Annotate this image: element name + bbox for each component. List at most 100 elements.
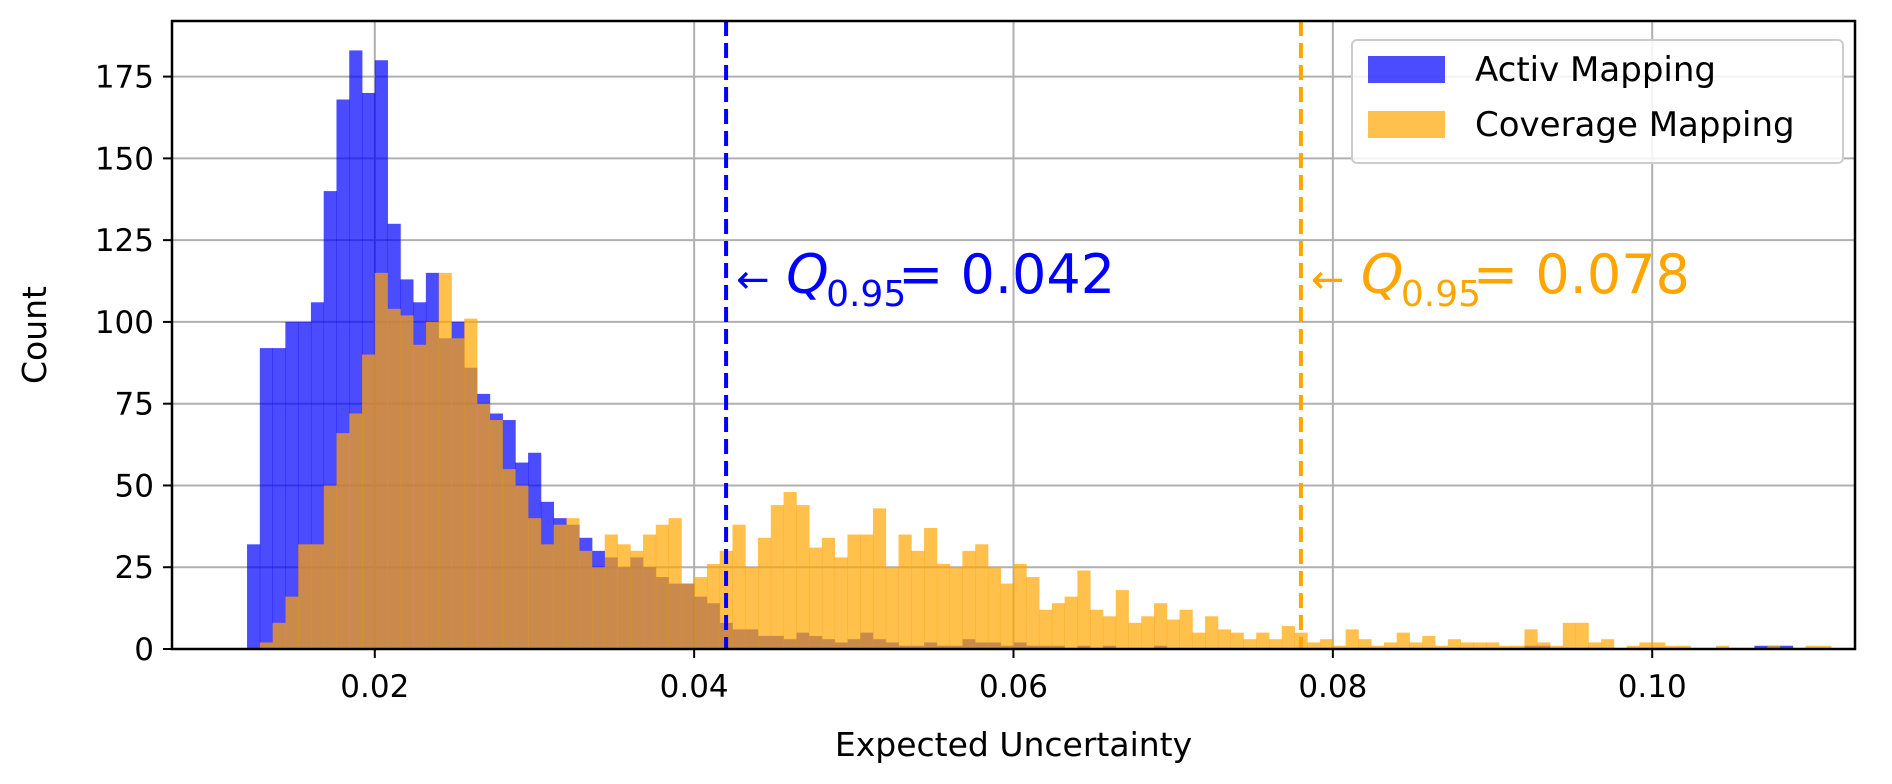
histogram-bar [336,433,350,649]
histogram-bar [1205,616,1219,649]
legend-label-activ-mapping: Activ Mapping [1475,50,1716,90]
histogram-bar [489,420,503,649]
histogram-bar [924,527,938,649]
histogram-bar [579,550,593,649]
histogram-bar [617,544,631,649]
histogram-bar [1818,645,1832,649]
histogram-bar [1026,577,1040,649]
histogram-bar [1409,642,1423,649]
histogram-bar [872,508,887,649]
histogram-bar [1447,639,1461,649]
histogram-bar [1000,583,1014,649]
histogram-bar [272,622,286,649]
histogram-bar [1320,639,1334,649]
histogram-bar [1179,609,1193,649]
histogram-bar [1767,645,1781,649]
histogram-bar [387,308,401,649]
histogram-bar [1383,642,1398,649]
histogram-bar [1805,645,1819,649]
histogram-bar [783,492,797,649]
histogram-bar [285,596,299,649]
histogram-bar [1077,570,1091,649]
series-coverage-mapping-bars [259,272,1832,649]
histogram-bar [655,524,669,649]
y-tick-label: 150 [95,141,154,177]
histogram-bar [643,534,657,649]
histogram-bar [247,544,261,649]
x-tick-label: 0.04 [660,669,729,705]
histogram-bar [1013,563,1027,649]
x-tick-label: 0.02 [340,669,409,705]
histogram-bar [1498,645,1513,649]
histogram-bar [1064,596,1078,649]
histogram-bar [1562,622,1576,649]
y-axis-ticks: 0 25 50 75 100 125 150 175 [95,60,172,668]
histogram-bar [259,642,273,649]
y-axis-label: Count [15,286,54,384]
histogram-bar [1550,645,1564,649]
histogram-bar [1537,642,1551,649]
histogram-bar [1677,645,1691,649]
quantile-subscript: 0.95 [1401,274,1481,315]
quantile-annotations: ← Q0.95= 0.042 ← Q0.95= 0.078 [736,243,1690,315]
histogram-bar [1102,616,1117,649]
histogram-bar [1268,639,1283,649]
histogram-bar [1486,642,1500,649]
histogram-bar [1166,619,1180,649]
x-tick-label: 0.08 [1298,669,1367,705]
histogram-bar [1128,622,1142,649]
quantile-symbol: Q [1361,243,1404,306]
histogram-bar [400,315,414,649]
y-tick-label: 175 [95,60,154,96]
histogram-bar [272,348,286,649]
histogram-bar [1371,645,1385,649]
histogram-bar [285,321,299,649]
quantile-value: = 0.078 [1473,243,1690,306]
histogram-bar [1664,645,1679,649]
quantile-arrow-icon: ← [1311,257,1345,303]
histogram-bar [425,321,440,649]
histogram-bar [604,534,618,649]
histogram-bar [566,518,580,649]
histogram-bar [1141,616,1155,649]
histogram-bar [1358,639,1372,649]
histogram-bar [962,550,976,649]
histogram-bar [975,544,989,649]
histogram-bar [1626,645,1640,649]
quantile-symbol: Q [786,243,829,306]
histogram-bar [349,413,363,649]
histogram-bar [310,544,325,649]
quantile-arrow-icon: ← [736,257,770,303]
histogram-bar [1332,645,1347,649]
histogram-bar [1243,639,1257,649]
histogram-bar [987,567,1002,649]
histogram-bar [1217,629,1232,649]
histogram-bar [540,544,555,649]
histogram-bar [860,534,874,649]
histogram-bar [1039,609,1053,649]
histogram-bar [1230,632,1244,649]
histogram-bar [911,550,925,649]
histogram-bar [1192,632,1206,649]
histogram-bar [1588,642,1602,649]
histogram-bar [553,524,567,649]
histogram-bar [1051,603,1065,649]
histogram-bar [476,403,491,649]
histogram-bar [1422,635,1436,649]
histogram-bar [745,567,759,649]
histogram-bar [1779,645,1794,649]
histogram-bar [770,505,784,649]
histogram-bar [1511,645,1525,649]
histogram-bar [1345,629,1359,649]
quantile-lines [724,21,1303,649]
histogram-bar [936,563,951,649]
histogram-bar [1396,632,1410,649]
legend-box [1351,39,1844,164]
histogram-bar [949,567,963,649]
y-tick-label: 125 [95,223,154,259]
histogram-bar [834,557,848,649]
x-axis-label: Expected Uncertainty [835,725,1192,764]
histogram-bar [515,485,529,649]
histogram-bar [809,547,823,649]
